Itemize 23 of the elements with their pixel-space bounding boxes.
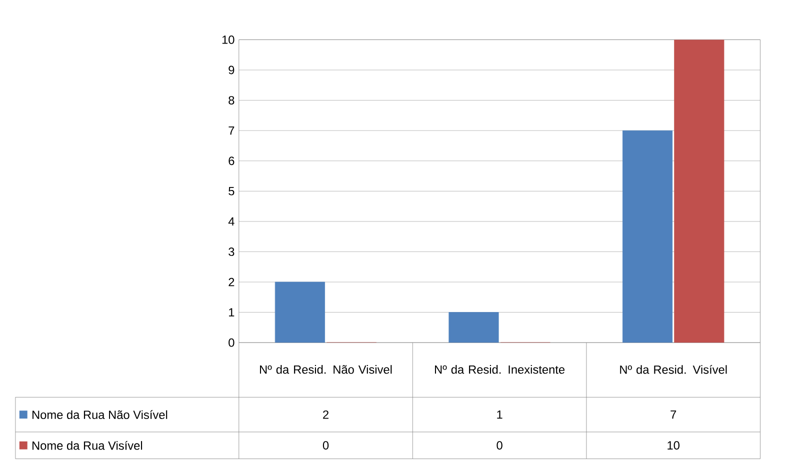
data-label: 0 <box>322 441 329 450</box>
bar <box>674 40 724 343</box>
data-label: 10 <box>668 441 680 450</box>
x-tick-label: Nº da Resid. Inexistente <box>435 365 565 374</box>
data-label: 2 <box>323 410 328 419</box>
x-tick-label: Nº da Resid. Visível <box>620 365 727 374</box>
data-label: 7 <box>670 410 676 419</box>
y-tick-label: 0 <box>228 338 234 347</box>
y-tick-label: 7 <box>228 126 234 135</box>
legend-label: Nome da Rua Não Visível <box>32 410 168 420</box>
y-tick-label: 9 <box>228 66 234 74</box>
data-label: 1 <box>497 410 502 419</box>
y-tick-label: 3 <box>228 248 234 256</box>
y-tick-label: 5 <box>228 187 234 196</box>
y-tick-label: 10 <box>222 36 234 44</box>
legend-label: Nome da Rua Visível <box>32 441 142 450</box>
y-tick-label: 2 <box>228 278 234 286</box>
y-tick-label: 8 <box>228 96 234 105</box>
x-tick-label: Nº da Resid. Não Visivel <box>260 365 392 374</box>
y-tick-label: 6 <box>228 156 234 166</box>
data-label: 0 <box>496 441 502 450</box>
y-tick-label: 1 <box>229 308 234 317</box>
y-tick-label: 4 <box>228 217 234 226</box>
